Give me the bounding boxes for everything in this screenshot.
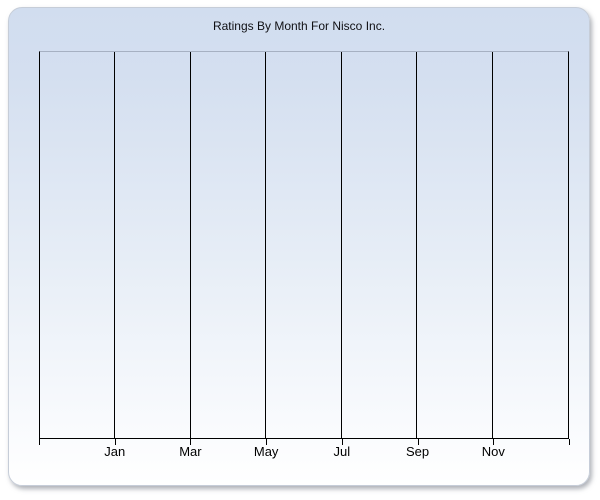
x-axis-tick <box>39 439 40 445</box>
x-gridline <box>189 52 191 438</box>
x-gridline <box>491 52 493 438</box>
x-gridline <box>416 52 418 438</box>
x-axis-tick <box>569 439 570 445</box>
x-axis-tick <box>417 439 419 445</box>
x-tick-label: Nov <box>481 444 505 459</box>
x-axis-tick <box>190 439 192 445</box>
x-axis-tick <box>493 439 495 445</box>
x-gridline <box>340 52 342 438</box>
plot-area <box>39 51 569 439</box>
x-axis-tick <box>266 439 268 445</box>
chart-title: Ratings By Month For Nisco Inc. <box>212 19 386 33</box>
x-axis-tick <box>114 439 116 445</box>
x-gridline <box>114 52 116 438</box>
x-tick-label: Jan <box>104 444 126 459</box>
x-axis-tick <box>341 439 343 445</box>
chart-panel: Ratings By Month For Nisco Inc. Jan Mar Ma… <box>8 7 590 486</box>
x-tick-label: Jul <box>333 444 351 459</box>
x-tick-label: Sep <box>405 444 430 459</box>
x-tick-label: Mar <box>179 444 202 459</box>
x-tick-label: May <box>253 444 279 459</box>
x-gridline <box>265 52 267 438</box>
